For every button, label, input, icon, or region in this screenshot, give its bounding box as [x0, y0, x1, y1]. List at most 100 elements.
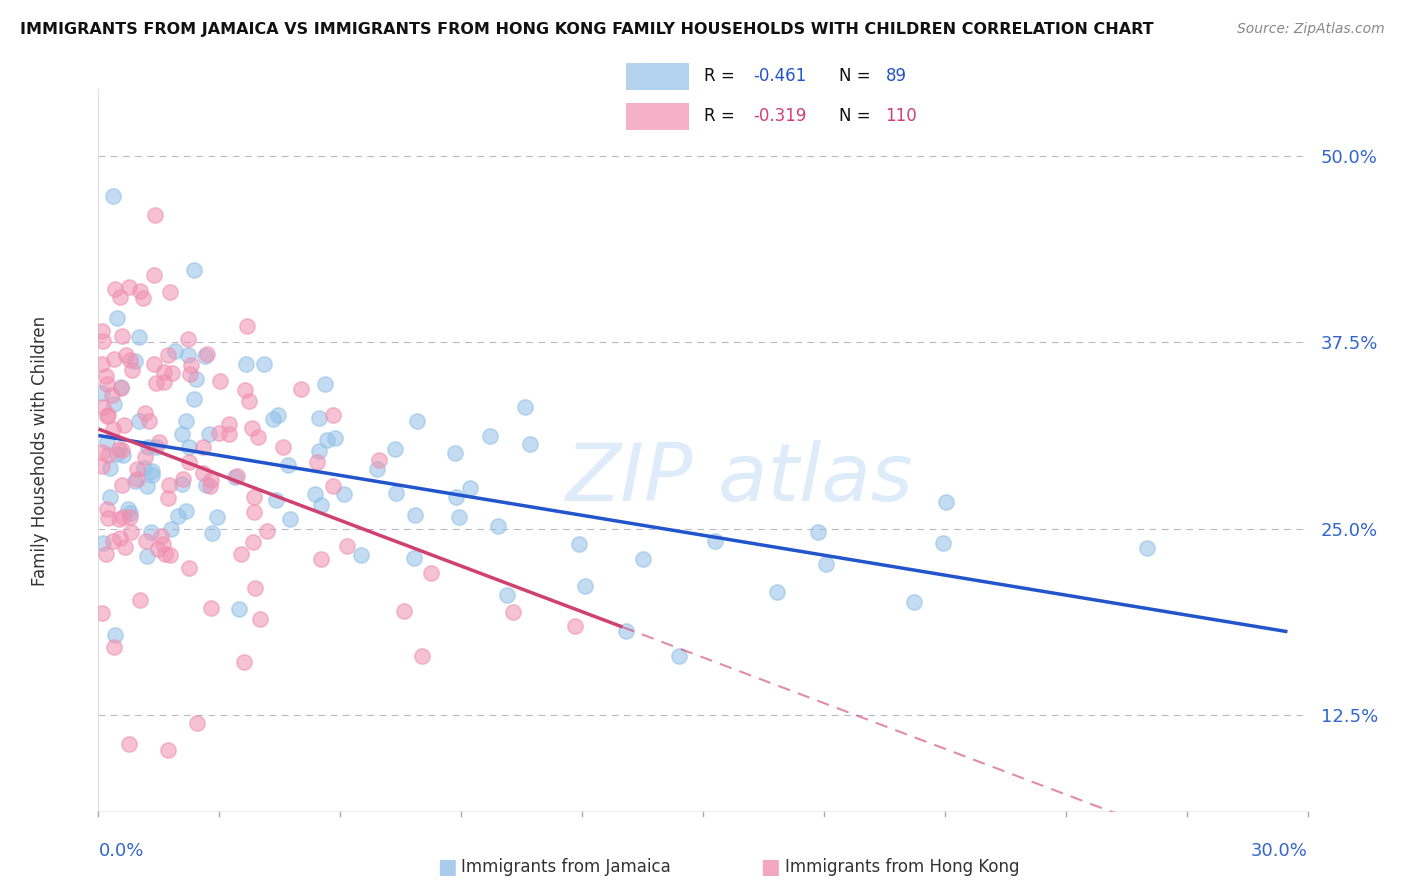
- Point: [815, 558, 838, 572]
- Point: [207, 510, 229, 524]
- Point: [496, 588, 519, 602]
- Point: [308, 410, 330, 425]
- Point: [177, 440, 200, 454]
- Point: [136, 549, 159, 563]
- Point: [240, 421, 263, 435]
- Point: [160, 522, 183, 536]
- Point: [226, 469, 249, 483]
- Text: Immigrants from Jamaica: Immigrants from Jamaica: [461, 858, 671, 876]
- Point: [177, 455, 200, 469]
- Point: [124, 354, 146, 368]
- Point: [129, 284, 152, 298]
- Point: [200, 600, 222, 615]
- Point: [97, 408, 120, 422]
- Point: [91, 334, 114, 348]
- Point: [170, 477, 193, 491]
- Point: [614, 624, 637, 638]
- Point: [136, 479, 159, 493]
- Point: [394, 604, 416, 618]
- Point: [179, 561, 201, 575]
- Point: [350, 548, 373, 562]
- Point: [107, 512, 129, 526]
- Point: [91, 357, 114, 371]
- Point: [172, 471, 194, 485]
- Point: [104, 282, 127, 296]
- Point: [368, 452, 391, 467]
- Point: [141, 467, 163, 482]
- Point: [97, 448, 120, 462]
- Point: [110, 381, 132, 395]
- Point: [134, 450, 156, 465]
- Point: [1135, 541, 1157, 555]
- Point: [104, 628, 127, 642]
- Point: [271, 440, 294, 454]
- Point: [129, 592, 152, 607]
- Point: [307, 454, 329, 468]
- Point: [110, 380, 132, 394]
- Point: [236, 319, 259, 334]
- Point: [256, 524, 278, 538]
- Point: [94, 547, 117, 561]
- Point: [112, 417, 135, 432]
- Point: [105, 311, 128, 326]
- Point: [195, 347, 218, 361]
- Point: [153, 365, 176, 379]
- Point: [183, 263, 205, 277]
- Text: N =: N =: [839, 68, 876, 86]
- Point: [247, 430, 270, 444]
- Point: [103, 352, 125, 367]
- Point: [574, 579, 596, 593]
- Point: [233, 655, 256, 669]
- Point: [404, 550, 426, 565]
- Point: [98, 461, 121, 475]
- Point: [132, 461, 155, 475]
- Point: [91, 324, 114, 338]
- Point: [153, 376, 176, 390]
- Point: [262, 412, 284, 426]
- Point: [174, 414, 197, 428]
- Point: [120, 525, 142, 540]
- Point: [419, 566, 441, 580]
- Point: [118, 280, 141, 294]
- Point: [162, 366, 184, 380]
- Text: 89: 89: [886, 68, 907, 86]
- Point: [128, 330, 150, 344]
- Point: [198, 478, 221, 492]
- Point: [316, 434, 339, 448]
- Point: [323, 431, 346, 445]
- Point: [101, 189, 124, 203]
- Point: [112, 449, 135, 463]
- Point: [806, 525, 828, 540]
- Point: [765, 585, 787, 599]
- Bar: [626, 103, 689, 130]
- Point: [201, 526, 224, 541]
- Point: [242, 535, 264, 549]
- Point: [209, 375, 232, 389]
- Text: -0.319: -0.319: [752, 107, 806, 125]
- Point: [91, 606, 114, 620]
- Point: [141, 524, 163, 539]
- Bar: [626, 62, 689, 90]
- Point: [128, 414, 150, 428]
- Point: [224, 470, 246, 484]
- Point: [135, 534, 157, 549]
- Point: [631, 552, 654, 566]
- Point: [114, 348, 136, 362]
- Point: [163, 344, 186, 359]
- Point: [153, 548, 176, 562]
- Point: [156, 348, 179, 362]
- Point: [114, 540, 136, 554]
- Point: [404, 508, 426, 522]
- Point: [145, 440, 167, 454]
- Point: [177, 332, 200, 346]
- Point: [197, 427, 219, 442]
- Point: [228, 602, 250, 616]
- Point: [903, 595, 925, 609]
- Point: [98, 491, 121, 505]
- Text: R =: R =: [704, 68, 740, 86]
- Point: [170, 427, 193, 442]
- Point: [107, 442, 129, 456]
- Point: [101, 533, 124, 548]
- Point: [167, 509, 190, 524]
- Point: [103, 640, 125, 655]
